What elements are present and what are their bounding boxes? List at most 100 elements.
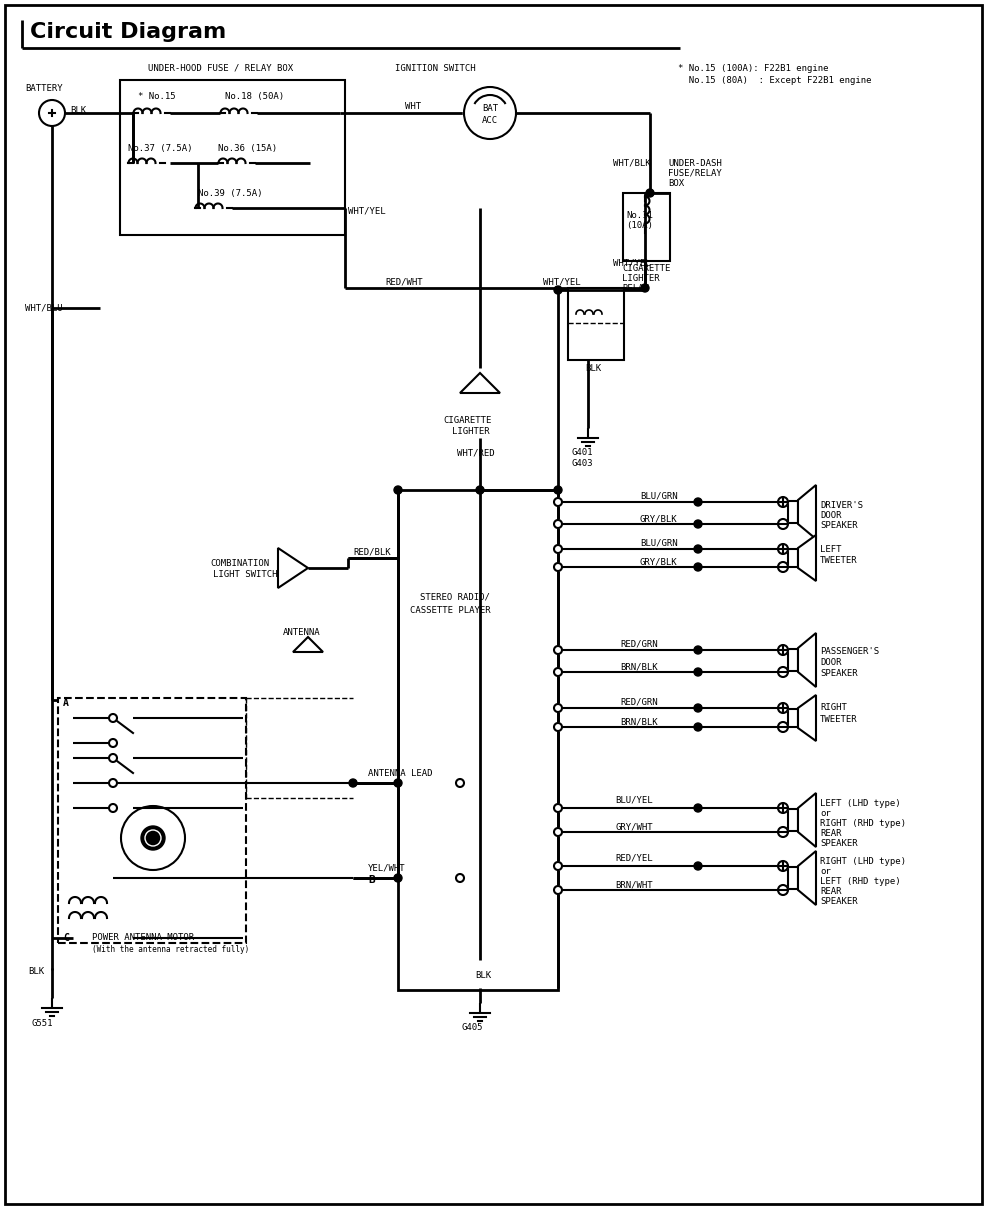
Text: G401: G401 [572,447,593,457]
Text: POWER ANTENNA MOTOR: POWER ANTENNA MOTOR [92,933,194,943]
Circle shape [553,646,561,654]
Bar [787,867,798,889]
Circle shape [39,100,65,126]
Text: REAR: REAR [819,886,841,896]
Bar [787,649,798,671]
Circle shape [553,862,561,870]
Polygon shape [798,695,815,741]
Text: RED/YEL: RED/YEL [614,854,652,862]
Circle shape [108,715,117,722]
Text: GRY/BLK: GRY/BLK [639,515,677,523]
Text: No.18 (50A): No.18 (50A) [225,92,284,100]
Circle shape [553,704,561,712]
Circle shape [553,498,561,507]
Text: ANTENNA LEAD: ANTENNA LEAD [368,769,432,777]
Circle shape [393,486,401,494]
Text: COMBINATION: COMBINATION [210,559,269,567]
Text: BRN/BLK: BRN/BLK [619,717,657,727]
Text: WHT: WHT [404,102,421,110]
Text: BLU/GRN: BLU/GRN [639,538,677,548]
Circle shape [553,287,561,294]
Circle shape [108,779,117,787]
Text: DRIVER'S: DRIVER'S [819,501,862,509]
Text: RED/WHT: RED/WHT [385,278,422,287]
Text: IGNITION SWITCH: IGNITION SWITCH [394,64,475,73]
Circle shape [693,498,701,507]
Circle shape [777,722,787,731]
Circle shape [553,545,561,553]
Text: ANTENNA: ANTENNA [283,627,320,636]
Bar [397,490,557,990]
Text: CIGARETTE: CIGARETTE [443,416,491,424]
Text: CIGARETTE: CIGARETTE [621,264,669,272]
Polygon shape [293,637,322,652]
Circle shape [693,545,701,553]
Text: UNDER-DASH: UNDER-DASH [668,158,721,168]
Text: BATTERY: BATTERY [25,83,62,93]
Text: (With the antenna retracted fully): (With the antenna retracted fully) [92,945,249,954]
Polygon shape [798,536,815,582]
Circle shape [121,806,184,870]
Bar [622,193,669,261]
Text: LIGHTER: LIGHTER [452,427,489,435]
Text: BLU/GRN: BLU/GRN [639,492,677,501]
Text: LIGHTER: LIGHTER [621,273,659,283]
Bar [787,549,798,567]
Circle shape [553,669,561,676]
Text: WHT/YEL: WHT/YEL [612,259,650,267]
Text: * No.15 (100A): F22B1 engine: * No.15 (100A): F22B1 engine [677,64,827,73]
Text: RED/GRN: RED/GRN [619,640,657,648]
Text: WHT/BLK: WHT/BLK [612,158,650,168]
Bar [567,288,623,360]
Circle shape [693,669,701,676]
Text: RIGHT (LHD type): RIGHT (LHD type) [819,856,905,866]
Circle shape [553,520,561,528]
Text: LIGHT SWITCH: LIGHT SWITCH [213,569,277,578]
Bar [787,708,798,727]
Circle shape [553,563,561,571]
Text: No.36 (15A): No.36 (15A) [218,144,277,152]
Text: REAR: REAR [819,828,841,838]
Circle shape [393,874,401,883]
Polygon shape [459,374,500,393]
Text: C: C [63,933,69,943]
Bar [58,698,246,943]
Text: BAT: BAT [481,104,498,112]
Text: or: or [819,809,830,817]
Circle shape [553,486,561,494]
Text: BOX: BOX [668,179,683,187]
Text: G551: G551 [32,1018,53,1028]
Circle shape [108,754,117,762]
Text: BLK: BLK [474,971,491,979]
Text: LEFT (RHD type): LEFT (RHD type) [819,877,899,885]
Circle shape [553,804,561,812]
Text: RELAY: RELAY [621,283,648,293]
Polygon shape [278,548,308,588]
Text: WHT/RED: WHT/RED [457,449,494,457]
Circle shape [553,723,561,731]
Circle shape [777,562,787,572]
Text: B: B [368,875,375,885]
Circle shape [777,644,787,655]
Text: No.15 (80A)  : Except F22B1 engine: No.15 (80A) : Except F22B1 engine [677,75,871,85]
Text: TWEETER: TWEETER [819,555,857,565]
Text: No.39 (7.5A): No.39 (7.5A) [198,189,262,197]
Text: LEFT (LHD type): LEFT (LHD type) [819,798,899,808]
Text: A: A [63,698,69,708]
Text: WHT/YEL: WHT/YEL [542,278,580,287]
Bar [120,80,345,235]
Circle shape [693,804,701,812]
Polygon shape [798,485,815,539]
Text: PASSENGER'S: PASSENGER'S [819,647,879,655]
Text: GRY/WHT: GRY/WHT [614,822,652,832]
Text: RIGHT (RHD type): RIGHT (RHD type) [819,818,905,827]
Text: RED/BLK: RED/BLK [353,548,390,556]
Text: BLK: BLK [28,967,44,977]
Text: ACC: ACC [481,116,498,125]
Text: WHT/BLU: WHT/BLU [25,303,62,312]
Circle shape [693,520,701,528]
Polygon shape [798,851,815,906]
Circle shape [456,874,463,883]
Text: TWEETER: TWEETER [819,715,857,723]
Text: BRN/BLK: BRN/BLK [619,663,657,671]
